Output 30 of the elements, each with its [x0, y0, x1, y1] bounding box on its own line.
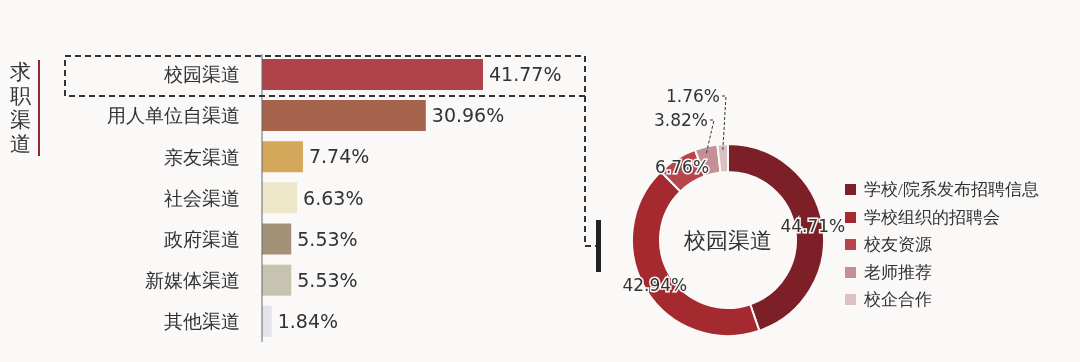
- y-tick-label: 亲友渠道: [164, 146, 240, 168]
- legend-label: 老师推荐: [864, 261, 932, 284]
- y-tick-label: 政府渠道: [164, 228, 240, 250]
- bar: [262, 58, 483, 90]
- legend-label: 校友资源: [864, 234, 932, 257]
- bar: [262, 305, 272, 337]
- bar: [262, 182, 298, 214]
- data-label: 1.84%: [277, 310, 339, 333]
- data-label: 5.53%: [297, 227, 358, 250]
- bar: [262, 141, 303, 173]
- data-label: 6.63%: [303, 186, 364, 209]
- data-label: 3.82%: [653, 110, 708, 130]
- text: 校园渠道: [684, 228, 772, 253]
- bar: [262, 100, 426, 132]
- y-tick-label: 社会渠道: [164, 187, 240, 209]
- bar: [262, 264, 292, 296]
- bar: [262, 223, 292, 255]
- y-axis-title: 求职渠道: [10, 60, 32, 156]
- legend-label: 学校组织的招聘会: [864, 206, 1000, 229]
- data-label: 5.53%: [297, 268, 358, 291]
- data-label: 30.96%: [431, 104, 505, 127]
- legend-label: 学校/院系发布招聘信息: [864, 179, 1039, 202]
- data-label: 41.77%: [489, 63, 562, 86]
- y-tick-label: 其他渠道: [164, 311, 240, 333]
- y-tick-label: 校园渠道: [163, 64, 240, 86]
- y-tick-label: 用人单位自渠道: [107, 105, 240, 127]
- data-label: 7.74%: [308, 145, 370, 168]
- y-tick-label: 新媒体渠道: [145, 270, 240, 292]
- legend-label: 校企合作: [864, 289, 932, 312]
- data-label: 1.76%: [665, 86, 720, 106]
